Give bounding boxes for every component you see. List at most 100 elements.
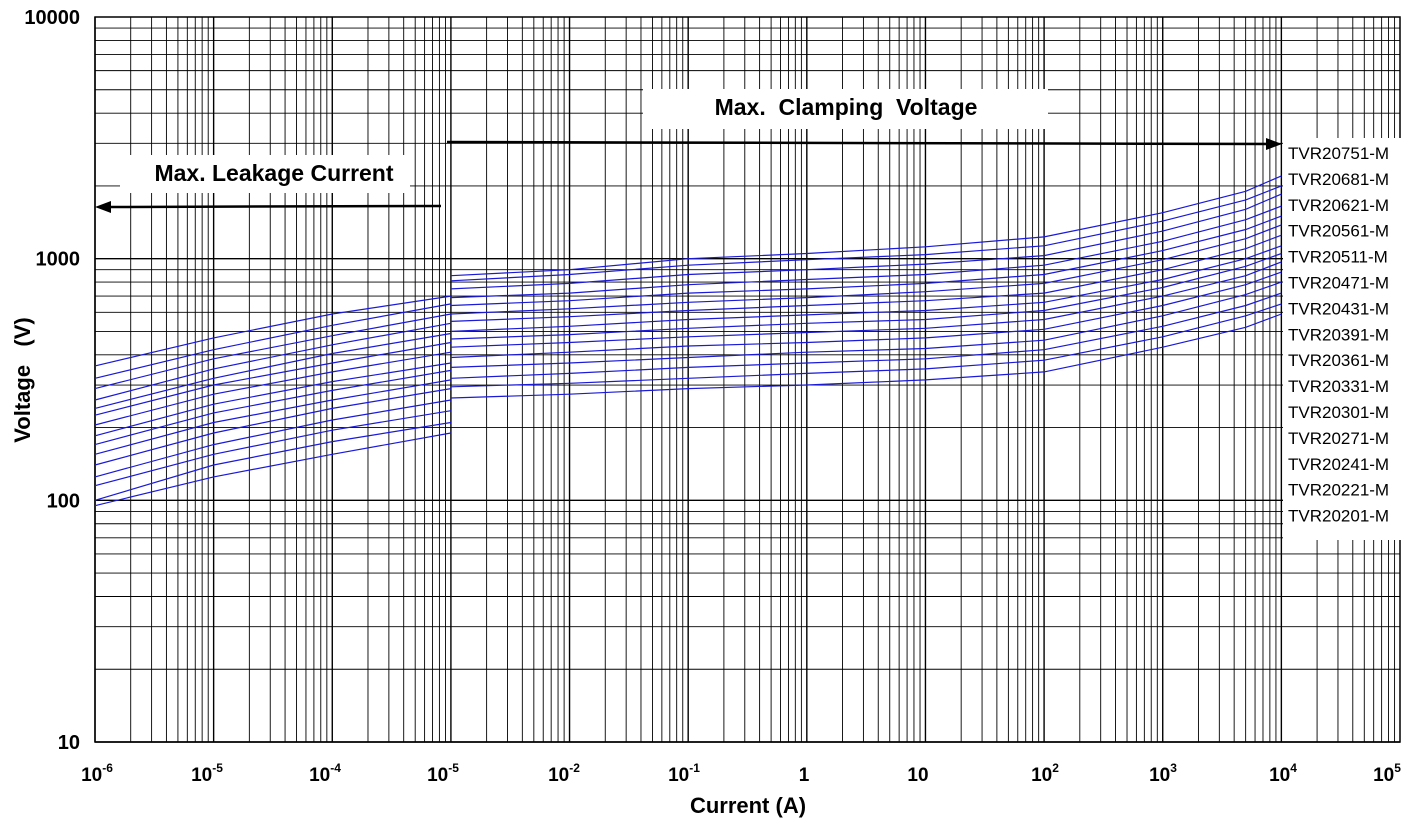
leakage-line-TVR20511-M bbox=[94, 332, 451, 409]
leakage-line-TVR20301-M bbox=[94, 388, 451, 466]
clamping-line-TVR20561-M bbox=[450, 205, 1282, 299]
leakage-line-TVR20621-M bbox=[94, 313, 452, 390]
clamping-line-TVR20431-M bbox=[450, 234, 1282, 322]
x-tick-label: 10-2 bbox=[548, 761, 580, 786]
clamping-line-TVR20361-M bbox=[450, 252, 1282, 340]
clamping-label-background bbox=[643, 89, 1048, 129]
x-tick-label: 10-5 bbox=[427, 761, 459, 786]
y-tick-labels: 10 100 1000 10000 bbox=[24, 7, 80, 754]
leakage-arrow-line bbox=[107, 204, 442, 209]
x-tick-label: 1 bbox=[799, 765, 810, 786]
legend: TVR20751-M TVR20681-M TVR20621-M TVR20561-M… bbox=[1283, 138, 1403, 540]
leakage-line-TVR20391-M bbox=[94, 362, 451, 437]
leakage-line-TVR20471-M bbox=[94, 341, 452, 416]
legend-label: TVR20391-M bbox=[1288, 325, 1389, 344]
clamping-line-TVR20511-M bbox=[450, 215, 1282, 307]
x-axis-title: Current (A) bbox=[690, 793, 806, 818]
legend-label: TVR20471-M bbox=[1288, 274, 1389, 293]
legend-label: TVR20621-M bbox=[1288, 196, 1389, 215]
legend-label: TVR20201-M bbox=[1288, 507, 1389, 526]
legend-label: TVR20681-M bbox=[1288, 170, 1389, 189]
x-tick-exponent: -4 bbox=[330, 761, 341, 775]
clamping-line-TVR20621-M bbox=[450, 193, 1282, 290]
y-tick-label: 10000 bbox=[24, 7, 80, 29]
x-tick-exponent: -6 bbox=[102, 761, 113, 775]
leakage-line-TVR20271-M bbox=[94, 399, 451, 478]
x-tick-label: 102 bbox=[1031, 761, 1059, 786]
x-tick-label: 10-4 bbox=[309, 761, 341, 786]
legend-label: TVR20751-M bbox=[1288, 144, 1389, 163]
leakage-line-TVR20681-M bbox=[94, 303, 452, 379]
leakage-line-TVR20361-M bbox=[94, 369, 451, 446]
legend-background bbox=[1283, 138, 1403, 540]
plot-frame bbox=[94, 16, 1401, 743]
clamping-line-TVR20241-M bbox=[450, 292, 1282, 379]
x-tick-label: 10-6 bbox=[81, 761, 113, 786]
x-tick-label: 105 bbox=[1373, 761, 1401, 786]
leakage-line-TVR20201-M bbox=[94, 432, 452, 507]
clamping-line-TVR20751-M bbox=[450, 175, 1282, 277]
leakage-line-TVR20221-M bbox=[94, 421, 451, 501]
y-tick-label: 10 bbox=[58, 732, 80, 754]
clamping-line-TVR20271-M bbox=[450, 281, 1282, 368]
legend-label: TVR20241-M bbox=[1288, 455, 1389, 474]
clamping-voltage-label: Max. Clamping Voltage bbox=[715, 94, 978, 120]
legend-label: TVR20511-M bbox=[1288, 248, 1388, 267]
clamping-line-TVR20471-M bbox=[450, 224, 1282, 315]
annotations: Max. Clamping Voltage Max. Leakage Curre… bbox=[95, 89, 1282, 213]
x-tick-exponent: 4 bbox=[1290, 761, 1297, 775]
leakage-arrow-head bbox=[95, 201, 111, 213]
x-tick-base: 10 bbox=[427, 765, 448, 786]
x-tick-exponent: -1 bbox=[689, 761, 700, 775]
x-tick-exponent: 5 bbox=[1394, 761, 1401, 775]
x-tick-base: 10 bbox=[1373, 765, 1394, 786]
legend-label: TVR20361-M bbox=[1288, 351, 1389, 370]
clamping-line-TVR20331-M bbox=[450, 261, 1282, 348]
x-tick-exponent: 2 bbox=[1052, 761, 1059, 775]
y-axis-title: Voltage (V) bbox=[10, 317, 35, 443]
x-tick-base: 10 bbox=[907, 765, 928, 786]
x-tick-base: 10 bbox=[1149, 765, 1170, 786]
x-tick-label: 10-5 bbox=[191, 761, 223, 786]
clamping-line-TVR20301-M bbox=[450, 271, 1282, 359]
x-tick-exponent: 3 bbox=[1170, 761, 1177, 775]
x-tick-label: 10 bbox=[907, 765, 928, 786]
leakage-line-TVR20751-M bbox=[94, 295, 451, 367]
x-tick-exponent: -5 bbox=[212, 761, 223, 775]
x-tick-base: 10 bbox=[1269, 765, 1290, 786]
leakage-line-TVR20241-M bbox=[94, 410, 451, 487]
clamping-arrow-line bbox=[446, 140, 1269, 146]
x-tick-base: 10 bbox=[548, 765, 569, 786]
x-tick-base: 1 bbox=[799, 765, 810, 786]
series-lines bbox=[94, 175, 1282, 507]
clamping-line-TVR20221-M bbox=[450, 303, 1282, 388]
clamping-arrow-head bbox=[1266, 138, 1282, 150]
x-tick-exponent: -5 bbox=[448, 761, 459, 775]
x-tick-label: 103 bbox=[1149, 761, 1177, 786]
clamping-line-TVR20391-M bbox=[450, 245, 1282, 332]
clamping-line-TVR20681-M bbox=[450, 185, 1282, 282]
x-tick-label: 10-1 bbox=[668, 761, 700, 786]
leakage-line-TVR20561-M bbox=[94, 322, 452, 401]
y-tick-label: 1000 bbox=[36, 249, 81, 271]
x-tick-base: 10 bbox=[668, 765, 689, 786]
legend-label: TVR20221-M bbox=[1288, 481, 1389, 500]
x-tick-base: 10 bbox=[309, 765, 330, 786]
leakage-line-TVR20431-M bbox=[94, 351, 451, 426]
legend-label: TVR20331-M bbox=[1288, 377, 1389, 396]
x-tick-base: 10 bbox=[191, 765, 212, 786]
leakage-line-TVR20331-M bbox=[94, 379, 452, 455]
x-tick-labels: 10-6 10-5 10-4 10-5 10-2 10-1 1 10 102 103 104 105 bbox=[81, 761, 1401, 786]
clamping-line-TVR20201-M bbox=[450, 313, 1282, 399]
x-tick-base: 10 bbox=[1031, 765, 1052, 786]
y-tick-label: 100 bbox=[47, 490, 80, 512]
grid bbox=[94, 16, 1401, 743]
legend-label: TVR20561-M bbox=[1288, 222, 1389, 241]
x-tick-exponent: -2 bbox=[569, 761, 580, 775]
leakage-label-background bbox=[120, 155, 410, 193]
legend-label: TVR20431-M bbox=[1288, 299, 1389, 318]
legend-label: TVR20301-M bbox=[1288, 403, 1389, 422]
x-tick-label: 104 bbox=[1269, 761, 1297, 786]
leakage-current-label: Max. Leakage Current bbox=[154, 160, 393, 186]
